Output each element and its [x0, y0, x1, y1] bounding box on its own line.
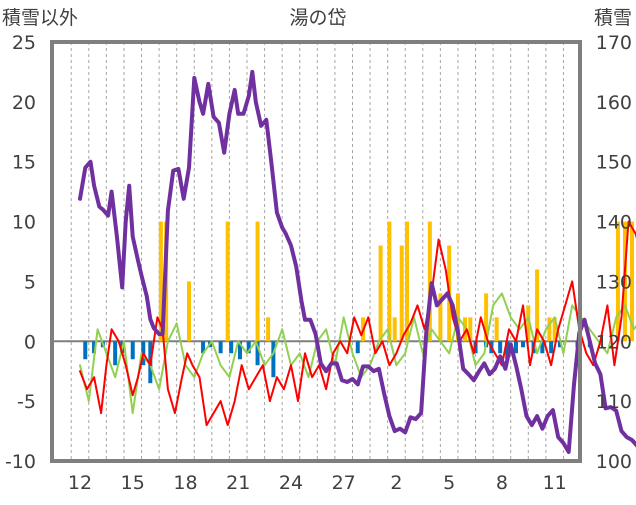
precipitation-bar — [378, 245, 383, 342]
precipitation-bar — [484, 293, 489, 342]
negative-bar — [229, 341, 234, 354]
x-tick-label: 21 — [226, 472, 250, 494]
x-tick-label: 2 — [390, 472, 402, 494]
negative-bar — [540, 341, 545, 354]
y-right-tick-label: 100 — [596, 451, 632, 473]
y-right-tick-label: 150 — [596, 152, 632, 174]
y-right-tick-label: 110 — [596, 391, 632, 413]
precipitation-bar — [399, 245, 404, 342]
x-tick-label: 18 — [173, 472, 197, 494]
y-right-tick-label: 140 — [596, 212, 632, 234]
negative-bar — [513, 341, 518, 354]
x-tick-label: 27 — [332, 472, 356, 494]
negative-bar — [113, 341, 118, 366]
y-left-tick-label: -10 — [5, 451, 36, 473]
y-right-tick-label: 160 — [596, 92, 632, 114]
precipitation-bar — [630, 221, 635, 342]
secondary-line — [79, 292, 636, 415]
y-right-tick-label: 120 — [596, 331, 632, 353]
negative-bar — [355, 341, 360, 354]
y-left-tick-label: 10 — [12, 212, 36, 234]
precipitation-bar — [255, 221, 260, 342]
x-tick-label: 11 — [543, 472, 567, 494]
y-left-label: 積雪以外 — [2, 7, 78, 29]
precipitation-bar — [463, 317, 468, 342]
negative-bar — [201, 341, 206, 354]
negative-bar — [218, 341, 223, 354]
temperature-line — [79, 220, 636, 427]
x-tick-label: 12 — [68, 472, 92, 494]
y-left-tick-label: 15 — [12, 152, 36, 174]
x-ticks: 12 15 18 21 24 27 2 5 8 11 — [68, 472, 567, 494]
x-tick-label: 8 — [496, 472, 508, 494]
negative-bar — [237, 341, 242, 360]
plot-frame — [50, 40, 582, 463]
negative-bar — [92, 341, 97, 354]
y-left-tick-label: 25 — [12, 32, 36, 54]
precipitation-bar — [468, 317, 473, 342]
negative-bar — [498, 341, 503, 354]
precipitation-bar — [438, 293, 443, 342]
negative-bar — [521, 341, 526, 348]
negative-bar — [255, 341, 260, 366]
x-tick-label: 5 — [443, 472, 455, 494]
bar-series — [83, 221, 635, 384]
y-left-tick-label: 5 — [24, 271, 36, 293]
y-right-label: 積雪 — [594, 7, 632, 29]
chart-title: 湯の岱 — [289, 7, 346, 29]
y-left-tick-label: -5 — [17, 391, 36, 413]
precipitation-bar — [266, 317, 271, 342]
line-series — [78, 69, 636, 454]
snow-depth-line — [78, 69, 636, 454]
y-right-tick-label: 170 — [596, 32, 632, 54]
precipitation-bar — [225, 221, 230, 342]
y-right-tick-label: 130 — [596, 271, 632, 293]
negative-bar — [271, 341, 276, 378]
precipitation-bar — [392, 317, 397, 342]
precipitation-bar — [615, 221, 620, 342]
precipitation-bar — [552, 317, 557, 342]
precipitation-bar — [535, 269, 540, 342]
negative-bar — [83, 341, 88, 360]
y-left-tick-label: 0 — [24, 331, 36, 353]
y-right-ticks: 170 160 150 140 130 120 110 100 — [596, 32, 632, 473]
precipitation-bar — [427, 221, 432, 342]
negative-bar — [130, 341, 135, 360]
precipitation-bar — [387, 221, 392, 342]
precipitation-bar — [494, 317, 499, 342]
x-tick-label: 15 — [121, 472, 145, 494]
negative-bar — [246, 341, 251, 354]
precipitation-bar — [404, 221, 409, 342]
y-left-ticks: 25 20 15 10 5 0 -5 -10 — [5, 32, 36, 473]
precipitation-bar — [547, 317, 552, 342]
precipitation-bar — [158, 221, 163, 342]
negative-bar — [549, 341, 554, 354]
y-left-tick-label: 20 — [12, 92, 36, 114]
negative-bar — [505, 341, 510, 360]
x-tick-label: 24 — [279, 472, 303, 494]
negative-bar — [557, 341, 562, 348]
precipitation-bar — [186, 281, 191, 342]
precipitation-bar — [526, 305, 531, 342]
